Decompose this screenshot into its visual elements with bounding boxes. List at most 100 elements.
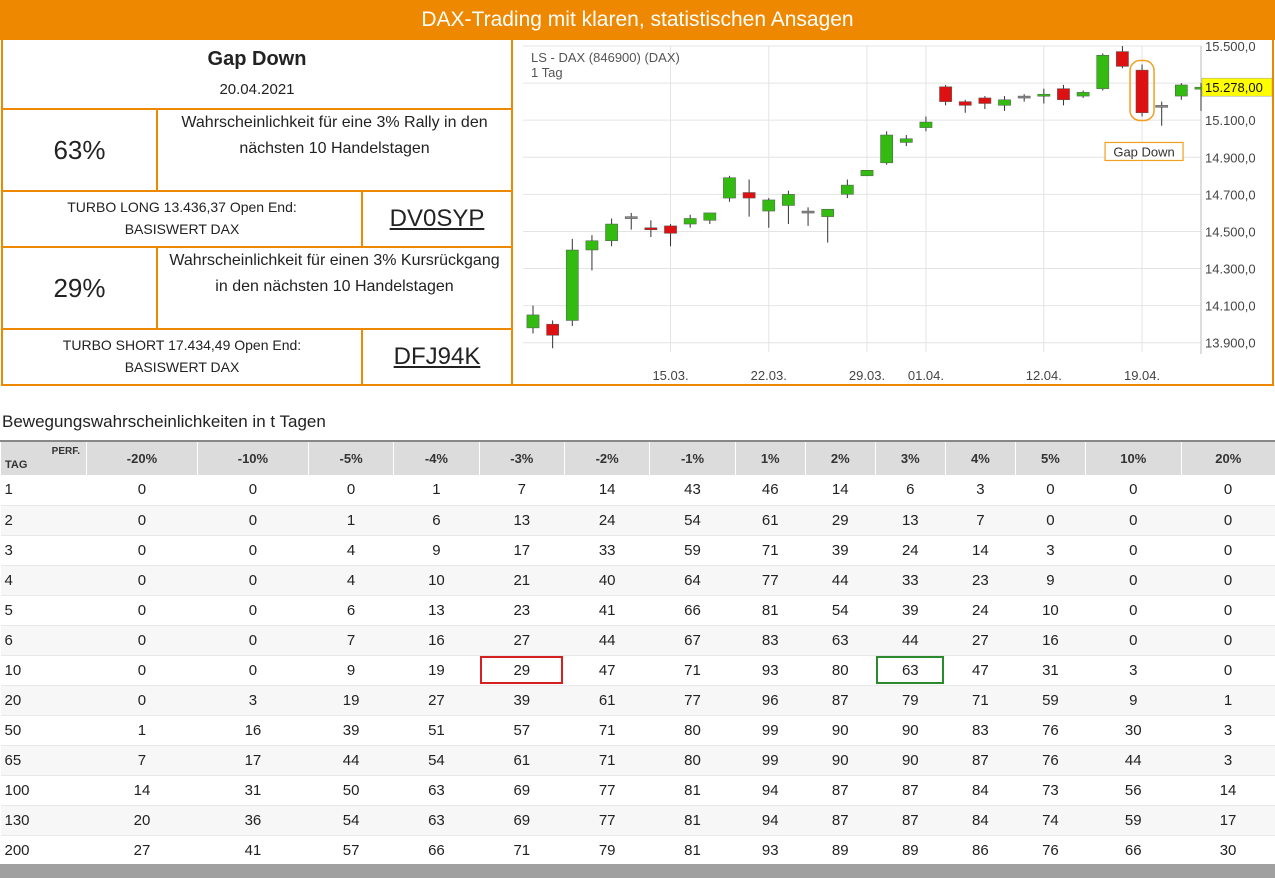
- table-cell: 0: [1181, 595, 1275, 626]
- table-cell: 0: [1085, 625, 1182, 656]
- page-header: DAX-Trading mit klaren, statistischen An…: [0, 0, 1275, 40]
- table-cell: 66: [393, 835, 480, 866]
- table-cell: 0: [1085, 475, 1182, 506]
- table-cell: 6: [875, 475, 946, 506]
- x-tick-label: 22.03.: [751, 368, 787, 383]
- table-cell: 81: [735, 595, 806, 626]
- table-cell: 71: [735, 535, 806, 566]
- table-cell: 39: [875, 595, 946, 626]
- table-cell: 63: [393, 775, 480, 806]
- table-cell: 7: [945, 505, 1016, 536]
- table-cell: 19: [393, 655, 480, 686]
- table-cell: 17: [479, 535, 565, 566]
- table-cell: 76: [1015, 835, 1086, 866]
- table-cell: 36: [197, 805, 309, 836]
- signal-info: Gap Down 20.04.2021 63% Wahrscheinlichke…: [3, 40, 513, 384]
- table-header-row: PERF. TAG -20% -10% -5% -4% -3% -2% -1% 1% 2% 3% 4…: [0, 440, 1275, 475]
- table-cell: 44: [875, 625, 946, 656]
- table-cell: 0: [1181, 655, 1275, 686]
- table-cell: 80: [649, 745, 736, 776]
- table-cell: 13: [479, 505, 565, 536]
- table-cell: 71: [564, 715, 650, 746]
- long-description-line1: Wahrscheinlichkeit für eine 3% Rally in …: [181, 114, 488, 131]
- table-cell: 74: [1015, 805, 1086, 836]
- row-tag-cell: 200: [0, 835, 87, 866]
- row-tag-cell: 6: [0, 625, 87, 656]
- candle-body: [565, 249, 579, 321]
- table-cell: 1: [86, 715, 198, 746]
- annotation-outline: [1129, 59, 1155, 122]
- candle-body: [1116, 51, 1129, 67]
- short-wkn-link[interactable]: DFJ94K: [393, 343, 481, 370]
- table-cell: 0: [86, 625, 198, 656]
- long-wkn-link[interactable]: DV0SYP: [389, 205, 485, 232]
- table-cell: 21: [479, 565, 565, 596]
- table-cell: 27: [393, 685, 480, 716]
- table-cell: 73: [1015, 775, 1086, 806]
- table-cell: 0: [197, 475, 309, 506]
- x-tick-label: 12.04.: [1026, 368, 1062, 383]
- table-cell: 84: [945, 805, 1016, 836]
- annotation-box: [1104, 141, 1184, 162]
- table-cell: 0: [1085, 505, 1182, 536]
- table-cell: 0: [86, 655, 198, 686]
- table-cell: 17: [1181, 805, 1275, 836]
- table-cell: 41: [197, 835, 309, 866]
- column-header: 20%: [1180, 440, 1275, 475]
- table-row: 65 7 17 44 54 61 71 80 99 90 90 87 76 44 3: [0, 745, 1275, 776]
- short-turbo-underlying: BASISWERT DAX: [124, 359, 240, 375]
- candle-body: [1096, 55, 1110, 89]
- table-cell: 0: [1085, 595, 1182, 626]
- long-turbo-underlying: BASISWERT DAX: [124, 221, 240, 237]
- table-cell: 63: [393, 805, 480, 836]
- table-cell: 16: [197, 715, 309, 746]
- table-cell: 89: [805, 835, 876, 866]
- table-row: 200 27 41 57 66 71 79 81 93 89 89 86 76 66 30: [0, 835, 1275, 866]
- row-tag-cell: 65: [0, 745, 87, 776]
- row-tag-cell: 10: [0, 655, 87, 686]
- table-cell: 6: [308, 595, 394, 626]
- table-cell: 0: [308, 475, 394, 506]
- table-cell: 13: [393, 595, 480, 626]
- table-cell: 66: [649, 595, 736, 626]
- column-header: 3%: [874, 440, 946, 475]
- table-cell: 3: [1181, 745, 1275, 776]
- table-cell: 0: [1181, 625, 1275, 656]
- row-tag-cell: 130: [0, 805, 87, 836]
- table-cell: 31: [1015, 655, 1086, 686]
- table-cell: 59: [1015, 685, 1086, 716]
- y-tick-label: 15.500,0: [1205, 40, 1256, 54]
- row-tag-cell: 20: [0, 685, 87, 716]
- table-row: 6 0 0 7 16 27 44 67 83 63 44 27 16 0 0: [0, 625, 1275, 656]
- table-cell: 9: [308, 655, 394, 686]
- column-header: 5%: [1014, 440, 1086, 475]
- table-row: 1 0 0 0 1 7 14 43 46 14 6 3 0 0 0: [0, 475, 1275, 506]
- table-cell: 0: [86, 535, 198, 566]
- chart-title: LS - DAX (846900) (DAX): [531, 50, 680, 65]
- table-cell: 0: [197, 655, 309, 686]
- table-row: 20 0 3 19 27 39 61 77 96 87 79 71 59 9 1: [0, 685, 1275, 716]
- table-row: 100 14 31 50 63 69 77 81 94 87 87 84 73 56 14: [0, 775, 1275, 806]
- table-cell: 30: [1085, 715, 1182, 746]
- table-cell: 14: [945, 535, 1016, 566]
- table-cell: 9: [1085, 685, 1182, 716]
- table-cell: 0: [197, 505, 309, 536]
- table-cell: 0: [1085, 535, 1182, 566]
- table-cell: 14: [1181, 775, 1275, 806]
- short-probability: 29%: [53, 272, 106, 303]
- table-cell: 40: [564, 565, 650, 596]
- candle-body: [978, 97, 992, 104]
- table-cell: 0: [197, 565, 309, 596]
- table-cell: 0: [1015, 505, 1086, 536]
- candle-body: [998, 99, 1011, 106]
- column-header: -3%: [478, 440, 565, 475]
- table-cell: 7: [308, 625, 394, 656]
- table-cell: 0: [1015, 475, 1086, 506]
- table-cell: 71: [649, 655, 736, 686]
- table-cell: 3: [1181, 715, 1275, 746]
- table-cell: 67: [649, 625, 736, 656]
- table-cell: 3: [197, 685, 309, 716]
- table-cell: 54: [393, 745, 480, 776]
- table-cell: 0: [86, 475, 198, 506]
- highlighted-cell-red: 29: [479, 655, 565, 686]
